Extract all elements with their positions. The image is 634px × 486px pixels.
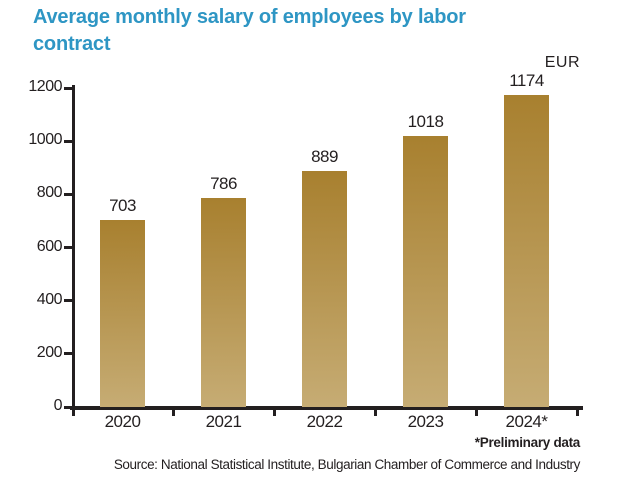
- x-axis-tick: [474, 406, 478, 416]
- bar-value-label: 1174: [509, 70, 544, 90]
- x-axis-label: 2020: [104, 412, 141, 431]
- bar: [100, 220, 145, 407]
- source-note: Source: National Statistical Institute, …: [113, 457, 581, 472]
- y-axis-tick: [64, 246, 72, 249]
- y-axis-tick-label: 400: [36, 290, 63, 308]
- x-axis-tick: [171, 406, 175, 416]
- y-axis-tick: [64, 192, 72, 196]
- bar: [504, 94, 549, 407]
- bar-value-label: 703: [109, 196, 136, 216]
- x-axis-label: 2024*: [505, 412, 548, 431]
- y-axis-tick: [64, 139, 72, 143]
- y-axis-tick-label: 0: [53, 397, 63, 414]
- bar-value-label: 1018: [407, 112, 444, 132]
- y-axis-tick: [64, 86, 72, 90]
- x-axis-tick: [373, 406, 377, 416]
- bar: [403, 136, 448, 407]
- y-axis-tick: [64, 299, 72, 303]
- x-axis-tick: [575, 406, 579, 416]
- x-axis-label: 2021: [205, 412, 242, 431]
- y-axis-tick-label: 1000: [28, 131, 62, 149]
- y-axis-tick-label: 1200: [28, 78, 62, 95]
- y-axis-line: [72, 85, 75, 416]
- y-axis-tick: [64, 405, 72, 409]
- y-axis-tick-label: 600: [36, 237, 63, 255]
- bar: [201, 198, 246, 407]
- unit-label: EUR: [544, 54, 580, 71]
- bar-value-label: 889: [311, 146, 338, 166]
- x-axis-tick: [272, 406, 276, 416]
- y-axis-tick-label: 800: [36, 184, 63, 202]
- footnote: *Preliminary data: [474, 435, 581, 450]
- bar: [302, 170, 347, 407]
- x-axis-label: 2022: [306, 412, 343, 431]
- y-axis-tick: [64, 352, 72, 356]
- x-axis-label: 2023: [407, 412, 444, 431]
- page-title: Average monthly salary of employees by l…: [33, 6, 466, 55]
- bar-value-label: 786: [210, 174, 237, 194]
- y-axis-tick-label: 200: [36, 343, 63, 361]
- x-axis-line: [70, 406, 583, 410]
